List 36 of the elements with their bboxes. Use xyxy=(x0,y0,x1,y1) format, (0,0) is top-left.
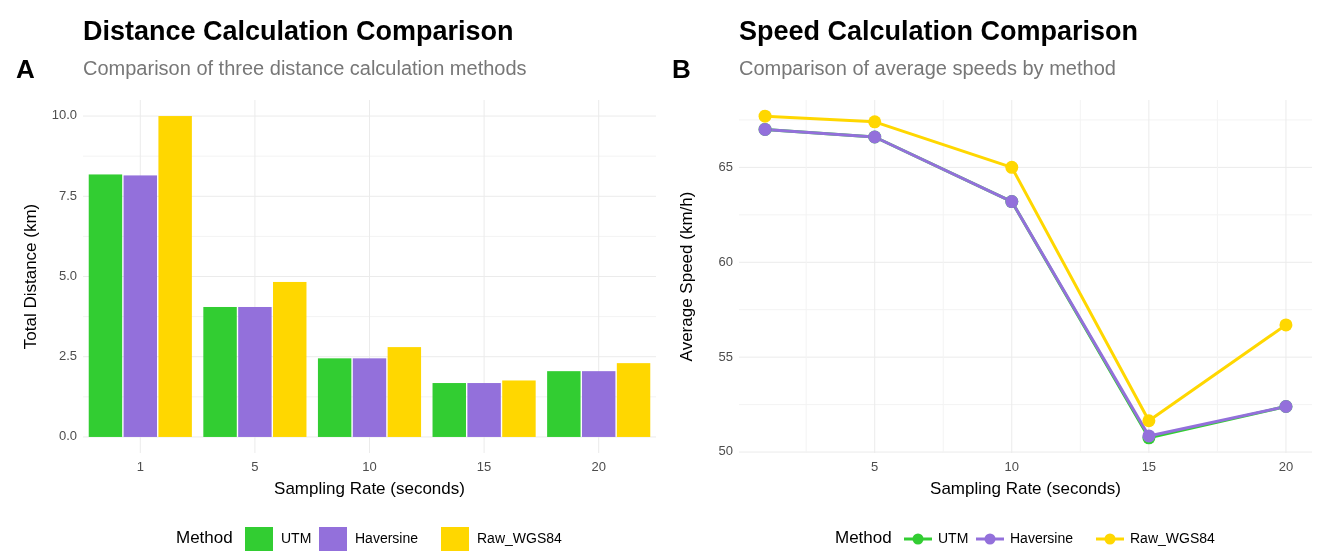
chart-subtitle: Comparison of average speeds by method xyxy=(739,57,1116,79)
y-tick-label: 0.0 xyxy=(58,428,77,444)
y-tick-label: 55 xyxy=(718,348,733,364)
y-tick-label: 2.5 xyxy=(58,348,77,364)
chart-title: Speed Calculation Comparison xyxy=(739,16,1139,46)
x-tick-label: 1 xyxy=(136,459,144,474)
text: B xyxy=(672,54,691,84)
legend-label: UTM xyxy=(938,529,969,546)
y-tick-label: 50 xyxy=(718,443,733,459)
y-tick-label: 10.0 xyxy=(51,107,77,123)
legend-label: Raw_WGS84 xyxy=(1130,529,1216,546)
legend-title: Method xyxy=(176,528,233,548)
x-tick-label: 10 xyxy=(362,459,377,474)
x-tick-label: 10 xyxy=(1004,459,1020,474)
legend-label: Haversine xyxy=(355,529,419,546)
y-axis-title: Total Distance (km) xyxy=(21,203,40,350)
y-tick-label: 60 xyxy=(718,253,733,269)
x-tick-label: 5 xyxy=(251,459,259,474)
x-axis-title: Sampling Rate (seconds) xyxy=(274,479,465,498)
text: A xyxy=(16,54,35,84)
x-tick-label: 20 xyxy=(591,459,606,474)
y-tick-label: 5.0 xyxy=(58,267,77,283)
y-tick-label: 65 xyxy=(718,158,733,174)
legend-label: Raw_WGS84 xyxy=(477,529,563,546)
x-tick-label: 20 xyxy=(1278,459,1294,474)
x-tick-label: 5 xyxy=(871,459,879,474)
legend-label: UTM xyxy=(281,529,312,546)
chart-subtitle: Comparison of three distance calculation methods xyxy=(83,57,527,79)
y-tick-label: 7.5 xyxy=(58,187,77,203)
x-axis-title: Sampling Rate (seconds) xyxy=(930,479,1121,498)
chart-title: Distance Calculation Comparison xyxy=(83,16,514,46)
y-axis-title: Average Speed (km/h) xyxy=(677,191,696,362)
x-tick-label: 15 xyxy=(476,459,492,474)
legend-title: Method xyxy=(835,528,892,548)
legend-label: Haversine xyxy=(1010,529,1074,546)
x-tick-label: 15 xyxy=(1141,459,1157,474)
